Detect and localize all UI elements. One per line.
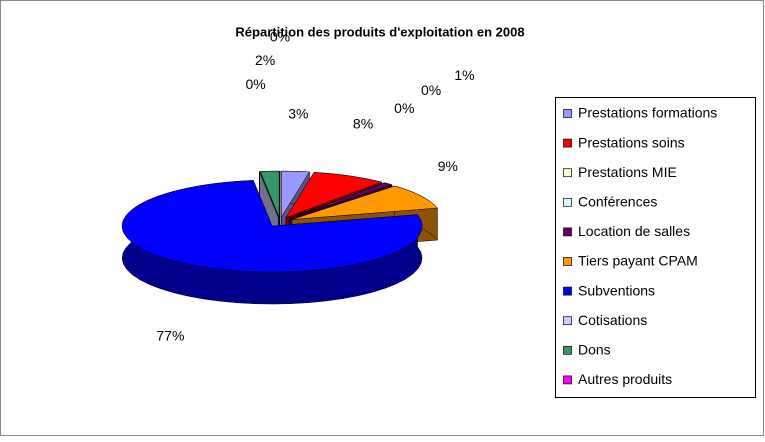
legend-label: Dons [578, 342, 611, 358]
data-label: 8% [353, 115, 373, 131]
legend-label: Tiers payant CPAM [578, 253, 698, 269]
slice [121, 180, 423, 273]
slice [291, 185, 438, 220]
data-label: 0% [270, 29, 290, 45]
legend-swatch [563, 345, 572, 355]
slice [281, 170, 310, 218]
legend-label: Autres produits [578, 371, 672, 387]
legend-label: Conférences [578, 194, 657, 210]
legend-label: Subventions [578, 282, 655, 298]
legend-swatch [563, 197, 572, 207]
legend-label: Prestations MIE [578, 164, 677, 180]
legend-swatch [563, 109, 572, 118]
legend-swatch [563, 138, 572, 148]
slice [285, 172, 383, 219]
data-label: 0% [394, 100, 414, 116]
legend-swatch [563, 227, 572, 237]
data-label: 0% [421, 82, 441, 98]
legend-label: Prestations formations [578, 105, 717, 121]
legend-swatch [563, 257, 572, 266]
slice-tops [121, 170, 438, 273]
data-label: 77% [156, 327, 184, 343]
legend-box [555, 97, 756, 398]
data-label: 1% [454, 67, 474, 83]
legend-swatch [563, 168, 572, 178]
legend-swatch [563, 286, 572, 296]
data-label: 3% [288, 106, 308, 122]
data-label: 0% [245, 76, 265, 92]
data-label: 9% [438, 158, 458, 174]
data-label: 2% [255, 52, 275, 68]
chart-title: Répartition des produits d'exploitation … [235, 24, 524, 39]
slice [289, 182, 393, 219]
legend-label: Prestations soins [578, 134, 685, 150]
legend-label: Location de salles [578, 223, 690, 239]
legend-swatch [563, 316, 572, 326]
legend-swatch [563, 375, 572, 385]
slice [259, 170, 280, 218]
legend-label: Cotisations [578, 312, 647, 328]
